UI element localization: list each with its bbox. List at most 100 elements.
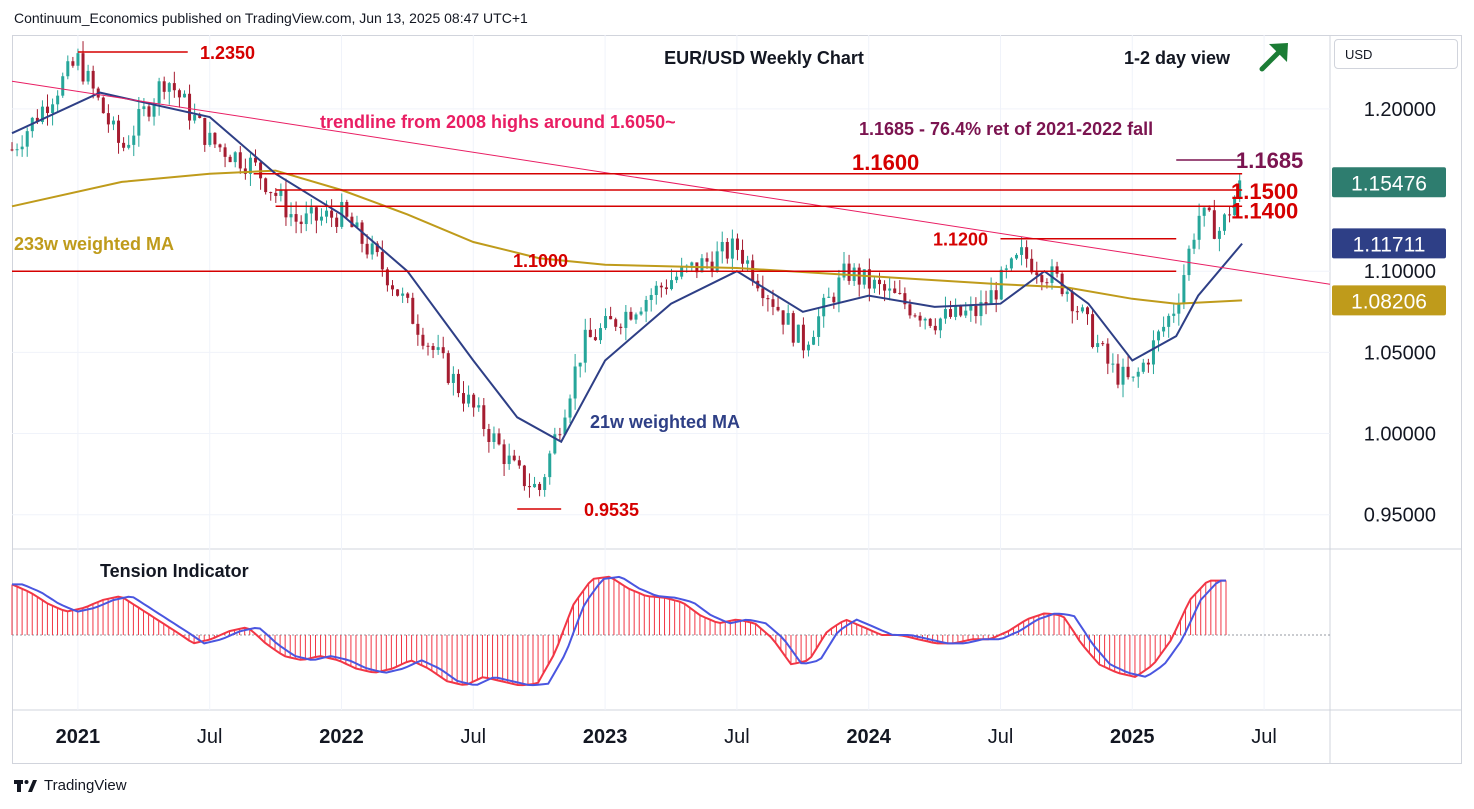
x-tick-label: 2025: [1110, 726, 1155, 748]
candle-body: [1192, 239, 1196, 249]
candle-body: [933, 325, 937, 331]
y-tick-label: 1.00000: [1364, 424, 1436, 446]
level-label-1-1600: 1.1600: [852, 150, 919, 175]
candle-body: [91, 70, 95, 89]
candle-body: [654, 285, 658, 295]
candle-body: [51, 104, 55, 114]
candle-body: [1040, 275, 1044, 283]
candle-body: [1086, 307, 1090, 315]
candle-body: [1197, 215, 1201, 240]
candle-body: [1111, 363, 1115, 365]
candle-body: [40, 106, 44, 122]
tension-fast-line: [11, 575, 1226, 687]
candle-body: [619, 326, 623, 328]
chart-subtitle: 1-2 day view: [1124, 48, 1231, 68]
candle-body: [248, 157, 252, 174]
candle-body: [25, 131, 29, 147]
candle-body: [111, 120, 115, 125]
candle-body: [218, 144, 222, 148]
candle-body: [741, 249, 745, 264]
candle-body: [1136, 371, 1140, 377]
candle-body: [441, 347, 445, 354]
candle-body: [832, 296, 836, 303]
candle-body: [786, 313, 790, 325]
candle-body: [598, 328, 602, 341]
candle-body: [746, 260, 750, 264]
candle-body: [705, 258, 709, 262]
candle-body: [512, 455, 516, 461]
candle-body: [117, 120, 121, 143]
candle-body: [629, 311, 633, 320]
candle-body: [446, 353, 450, 383]
candle-body: [421, 334, 425, 346]
candle-body: [1126, 366, 1130, 378]
candle-body: [177, 90, 181, 98]
candle-body: [335, 217, 339, 227]
candle-body: [588, 329, 592, 338]
candle-body: [776, 306, 780, 311]
candle-body: [1217, 230, 1221, 239]
candle-body: [1182, 275, 1186, 304]
candle-body: [56, 95, 60, 105]
candle-body: [938, 318, 942, 331]
candle-body: [482, 405, 486, 429]
candle-body: [456, 373, 460, 394]
candle-body: [46, 106, 50, 114]
candle-body: [796, 324, 800, 343]
candle-body: [1162, 326, 1166, 332]
tradingview-footer[interactable]: TradingView: [14, 777, 127, 794]
currency-selector[interactable]: USD: [1334, 39, 1458, 69]
candle-body: [908, 304, 912, 316]
candle-body: [375, 243, 379, 253]
candle-body: [406, 293, 410, 298]
candle-body: [644, 299, 648, 312]
candle-body: [238, 152, 242, 169]
tradingview-logo-icon: [14, 779, 37, 792]
level-label-1-1400: 1.1400: [1231, 198, 1298, 223]
candle-body: [1233, 198, 1237, 216]
candle-body: [507, 455, 511, 465]
candle-body: [989, 290, 993, 305]
candle-body: [1014, 254, 1018, 259]
candle-body: [1167, 315, 1171, 327]
x-tick-label: Jul: [988, 726, 1014, 748]
candle-body: [583, 329, 587, 363]
candle-body: [624, 311, 628, 328]
candle-body: [1096, 343, 1100, 348]
candle-body: [543, 477, 547, 490]
candle-body: [903, 293, 907, 305]
candle-body: [1177, 303, 1181, 314]
x-tick-label: 2022: [319, 726, 364, 748]
candle-body: [451, 373, 455, 383]
candle-body: [198, 114, 202, 118]
candle-body: [553, 434, 557, 454]
candle-body: [517, 460, 521, 466]
arrow-head: [1269, 43, 1288, 62]
candle-body: [872, 279, 876, 289]
candle-body: [1101, 343, 1105, 345]
candle-body: [396, 289, 400, 296]
candle-body: [1141, 362, 1145, 372]
candle-body: [279, 190, 283, 196]
level-label-0-9535: 0.9535: [584, 500, 639, 520]
candle-body: [715, 251, 719, 272]
candle-body: [867, 269, 871, 289]
candle-body: [350, 216, 354, 228]
candle-body: [66, 61, 70, 77]
x-tick-label: 2024: [846, 726, 891, 748]
candle-body: [558, 434, 562, 436]
candle-body: [573, 366, 577, 399]
candle-body: [390, 285, 394, 290]
candle-body: [735, 238, 739, 250]
candle-body: [522, 465, 526, 487]
candle-body: [1009, 258, 1013, 269]
candle-body: [325, 210, 329, 217]
candle-body: [411, 297, 415, 324]
candle-body: [974, 305, 978, 317]
candle-body: [370, 243, 374, 255]
candle-body: [416, 323, 420, 335]
x-tick-label: 2021: [56, 726, 101, 748]
trendline-annotation: trendline from 2008 highs around 1.6050~: [320, 112, 676, 132]
y-tick-label: 1.05000: [1364, 342, 1436, 364]
